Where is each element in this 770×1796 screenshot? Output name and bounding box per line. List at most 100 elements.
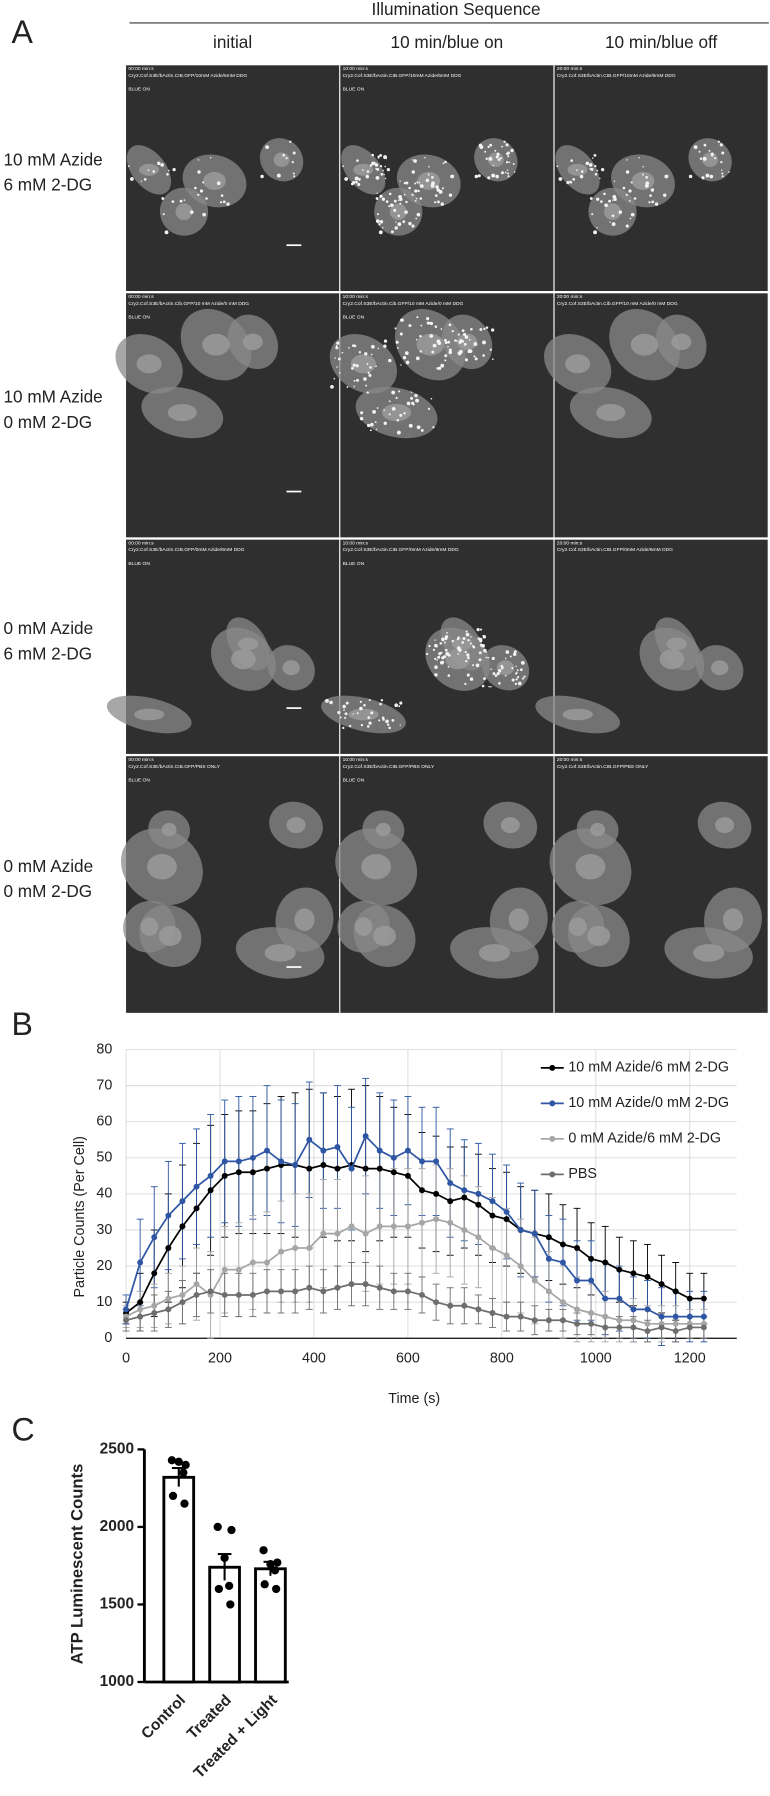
cluster-spot	[504, 657, 507, 660]
data-point	[559, 1317, 566, 1324]
cluster-spot	[369, 164, 373, 167]
cluster-spot	[350, 366, 354, 370]
cluster-spot	[375, 167, 378, 170]
data-point	[545, 1317, 552, 1324]
cluster-spot	[445, 652, 450, 656]
cluster-spot	[649, 194, 652, 197]
data-point	[362, 1165, 369, 1172]
data-point	[390, 1169, 397, 1176]
cluster-spot	[345, 701, 349, 705]
replicate-point	[181, 1460, 190, 1470]
data-point	[249, 1154, 256, 1161]
data-point	[517, 1263, 524, 1270]
cluster-spot	[462, 637, 466, 640]
cluster-spot	[353, 181, 356, 184]
replicate-point	[260, 1580, 269, 1589]
cluster-spot	[432, 648, 436, 651]
cluster-spot	[593, 153, 597, 157]
cluster-spot	[202, 181, 205, 184]
data-point	[348, 1223, 355, 1230]
cluster-spot	[444, 648, 448, 652]
cluster-spot	[440, 363, 445, 368]
cluster-spot	[363, 377, 367, 381]
nucleus	[671, 333, 692, 351]
cluster-spot	[197, 193, 200, 197]
cluster-spot	[444, 341, 448, 345]
nucleus	[273, 152, 290, 167]
cluster-spot	[386, 167, 390, 172]
cluster-spot	[520, 661, 525, 665]
cluster-spot	[285, 157, 288, 160]
cluster-spot	[209, 157, 212, 159]
data-point	[644, 1273, 651, 1280]
cluster-spot	[368, 373, 372, 377]
data-point	[644, 1306, 651, 1313]
cluster-spot	[398, 705, 401, 708]
data-point	[151, 1302, 158, 1309]
data-point	[489, 1310, 496, 1316]
cluster-spot	[364, 352, 368, 356]
cluster-spot	[222, 200, 226, 204]
data-point	[193, 1183, 200, 1190]
cluster-spot	[162, 213, 165, 216]
cluster-spot	[260, 174, 264, 179]
data-point	[616, 1324, 623, 1331]
cluster-spot	[435, 185, 439, 189]
data-point	[390, 1154, 397, 1161]
cluster-spot	[496, 672, 500, 676]
nucleus	[565, 354, 591, 374]
cluster-spot	[505, 143, 509, 147]
cluster-spot	[461, 340, 465, 343]
cluster-spot	[477, 637, 481, 640]
cluster-spot	[434, 657, 437, 660]
cluster-spot	[705, 173, 710, 178]
cluster-spot	[369, 429, 372, 432]
column-label: 10 min/blue on	[391, 32, 504, 52]
cluster-spot	[630, 212, 635, 217]
x-tick-label: 0	[122, 1351, 130, 1367]
cluster-spot	[629, 217, 632, 220]
cluster-spot	[370, 422, 374, 427]
cluster-spot	[596, 169, 599, 172]
cluster-spot	[521, 677, 525, 680]
cluster-spot	[465, 630, 468, 633]
cluster-spot	[190, 210, 194, 214]
data-point	[179, 1291, 186, 1298]
y-tick-label: 20	[96, 1258, 112, 1274]
cluster-spot	[382, 718, 385, 721]
micrograph: 20:00 min:sCry2.Cof.S3E/bActin.Cib.GFP/1…	[544, 293, 768, 538]
cluster-spot	[651, 200, 655, 204]
data-point	[503, 1313, 510, 1320]
data-point	[616, 1317, 623, 1324]
cluster-spot	[490, 668, 492, 671]
nucleus	[158, 925, 182, 947]
column-label: initial	[213, 32, 252, 52]
cluster-spot	[375, 219, 380, 223]
y-axis-label: Particle Counts (Per Cell)	[72, 1136, 88, 1297]
data-point	[447, 1219, 454, 1226]
nucleus	[389, 203, 407, 221]
cluster-spot	[426, 317, 430, 321]
cluster-spot	[625, 224, 629, 228]
cluster-spot	[446, 632, 448, 634]
cluster-spot	[491, 173, 496, 178]
cluster-spot	[693, 145, 698, 150]
cluster-spot	[391, 406, 396, 411]
data-point	[306, 1245, 313, 1252]
cluster-spot	[483, 648, 487, 653]
nucleus	[202, 333, 230, 356]
y-tick-label: 1000	[100, 1673, 134, 1690]
cluster-spot	[464, 358, 469, 362]
data-point	[433, 1190, 440, 1197]
cluster-spot	[336, 341, 340, 345]
cluster-spot	[448, 348, 452, 352]
data-point	[292, 1162, 299, 1169]
data-point	[503, 1216, 510, 1223]
data-point	[461, 1227, 468, 1233]
cluster-spot	[353, 344, 357, 348]
cluster-spot	[464, 682, 467, 686]
nucleus	[604, 203, 622, 221]
micrograph: 00:00 min:sCry2.Cof.S3E/bActin.CIB.GFP/0…	[106, 539, 340, 754]
cluster-spot	[396, 347, 399, 349]
cluster-spot	[596, 227, 598, 229]
